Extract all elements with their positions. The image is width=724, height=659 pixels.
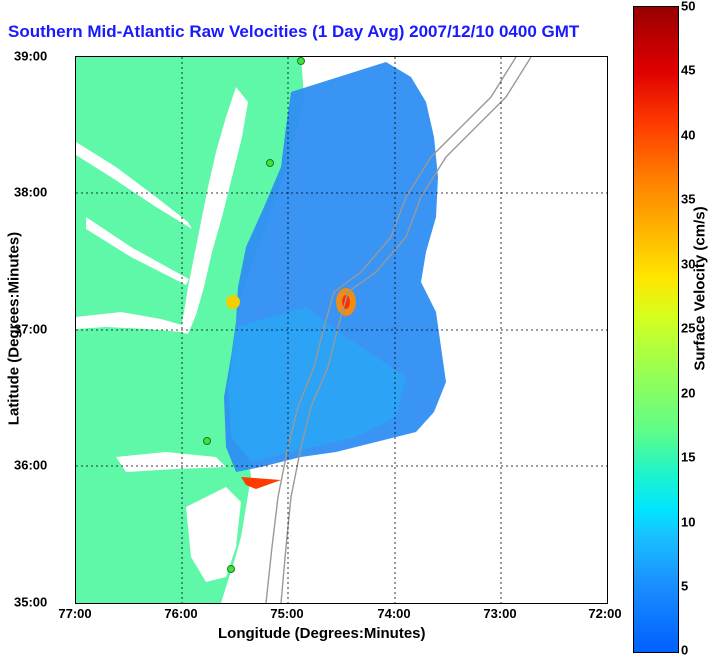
radar-station-marker[interactable]: [297, 57, 305, 65]
radar-station-marker[interactable]: [203, 437, 211, 445]
colorbar-tick-label: 20: [681, 385, 696, 401]
x-tick-label: 73:00: [483, 606, 517, 621]
y-axis-label: Latitude (Degrees:Minutes): [5, 231, 23, 426]
colorbar-tick-label: 35: [681, 191, 696, 207]
potomac-river: [76, 142, 192, 229]
colorbar-tick-label: 15: [681, 449, 696, 465]
y-tick-label: 35:00: [14, 594, 48, 610]
velocity-colorbar: [633, 6, 679, 653]
y-tick-label: 37:00: [14, 321, 48, 337]
map-title: Southern Mid-Atlantic Raw Velocities (1 …: [8, 22, 580, 41]
albemarle-sound: [116, 452, 226, 472]
map-canvas: [76, 57, 607, 603]
x-tick-label: 75:00: [270, 606, 304, 621]
y-tick-label: 39:00: [14, 48, 48, 64]
x-tick-label: 72:00: [588, 606, 622, 621]
radar-station-marker[interactable]: [266, 159, 274, 167]
x-axis-label: Longitude (Degrees:Minutes): [218, 625, 426, 642]
colorbar-tick-label: 0: [681, 642, 689, 658]
map-plot[interactable]: [75, 56, 608, 604]
y-tick-label: 38:00: [14, 184, 48, 200]
rappahannock-river: [86, 217, 189, 285]
colorbar-tick-label: 30: [681, 256, 696, 272]
velocity-hotspot-south: [241, 477, 281, 489]
y-tick-label: 36:00: [14, 457, 48, 473]
isobath-contour: [280, 57, 532, 603]
colorbar-tick-label: 10: [681, 514, 696, 530]
grid-lines: [76, 57, 607, 603]
colorbar-tick-label: 40: [681, 127, 696, 143]
colorbar-tick-label: 45: [681, 62, 696, 78]
velocity-hotspot-bay-mouth: [226, 295, 240, 309]
colorbar-label: Surface Velocity (cm/s): [691, 206, 709, 371]
isobath-contour: [265, 57, 517, 603]
x-tick-label: 77:00: [58, 606, 92, 621]
colorbar-tick-label: 25: [681, 320, 696, 336]
radar-station-marker[interactable]: [227, 565, 235, 573]
x-tick-label: 76:00: [164, 606, 198, 621]
velocity-field-light: [228, 307, 406, 462]
pamlico-sound: [186, 487, 241, 582]
york-james-river: [76, 312, 182, 332]
chesapeake-bay: [180, 87, 248, 334]
x-tick-label: 74:00: [377, 606, 411, 621]
colorbar-tick-label: 50: [681, 0, 696, 14]
colorbar-tick-label: 5: [681, 578, 689, 594]
